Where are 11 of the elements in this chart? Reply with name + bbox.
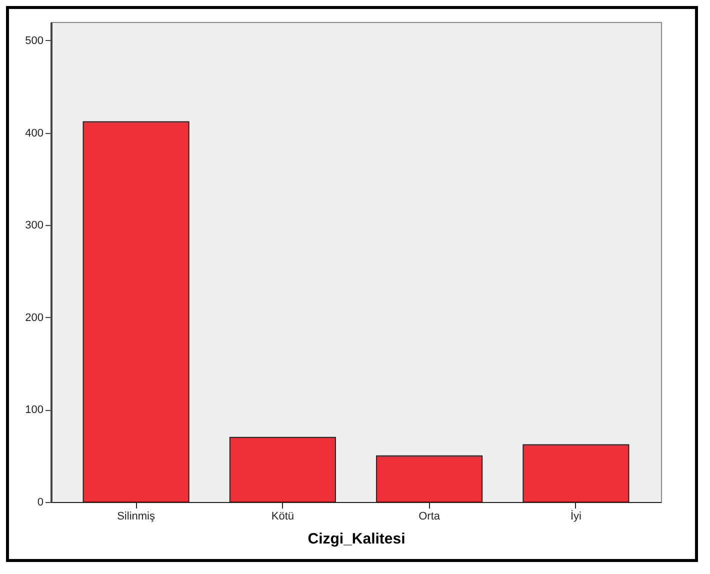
x-tick-label: Silinmiş (117, 510, 156, 522)
y-tick-label: 100 (25, 404, 44, 416)
y-tick-label: 500 (25, 34, 44, 47)
y-tick-label: 400 (25, 127, 44, 140)
x-tick-label: İyi (570, 510, 582, 522)
y-tick-label: 300 (25, 220, 44, 232)
y-tick-label: 0 (37, 496, 44, 508)
x-axis-title: Cizgi_Kalitesi (308, 530, 406, 548)
y-tick-label: 200 (25, 312, 44, 324)
x-tick-label: Kötü (271, 510, 294, 522)
x-tick-label: Orta (418, 510, 441, 522)
